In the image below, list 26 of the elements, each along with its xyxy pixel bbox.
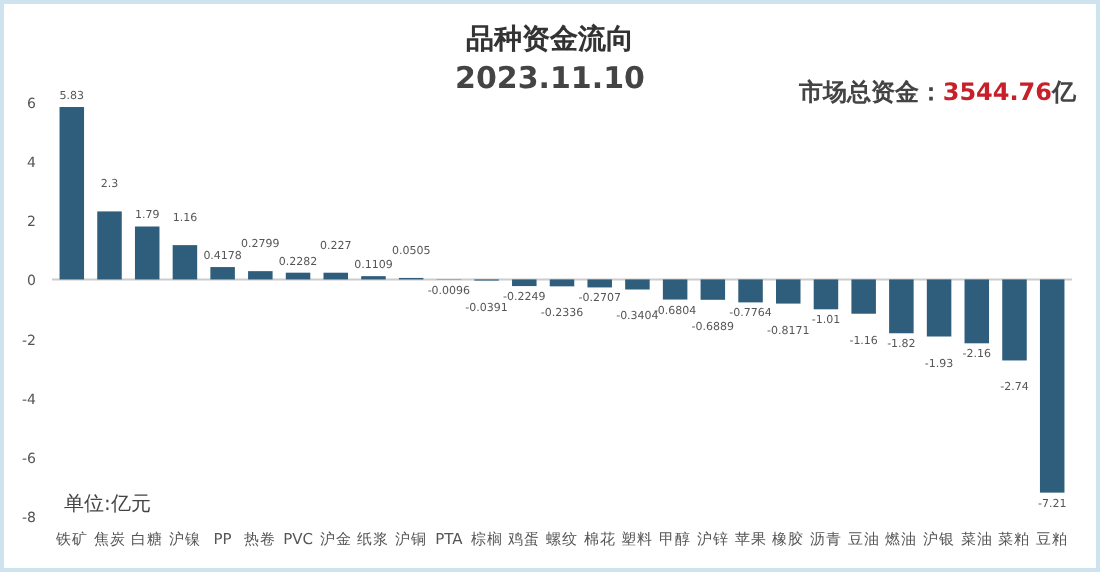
bar: [248, 271, 273, 280]
bar: [1039, 279, 1065, 493]
bar: [512, 279, 537, 287]
chart-title: 品种资金流向: [466, 22, 634, 56]
annotation: 市场总资金：3544.76亿: [796, 78, 1078, 106]
bar: [97, 211, 122, 280]
bar: [587, 279, 612, 288]
bar: [1002, 279, 1027, 361]
bar: [813, 279, 839, 310]
bar: [210, 267, 235, 280]
bar: [700, 279, 726, 300]
bar: [851, 279, 876, 314]
bar: [889, 279, 914, 334]
bar: [926, 279, 952, 337]
annotation: 单位:亿元: [64, 492, 151, 516]
chart-subtitle: 2023.11.10: [455, 60, 645, 96]
bar: [738, 279, 763, 303]
bar: [775, 279, 801, 304]
bar: [323, 272, 349, 280]
bar: [625, 279, 650, 290]
bar: [549, 279, 575, 287]
bar: [134, 226, 160, 280]
bar: [59, 107, 85, 280]
bar: [662, 279, 688, 300]
bar: [172, 245, 198, 280]
bar: [964, 279, 990, 344]
